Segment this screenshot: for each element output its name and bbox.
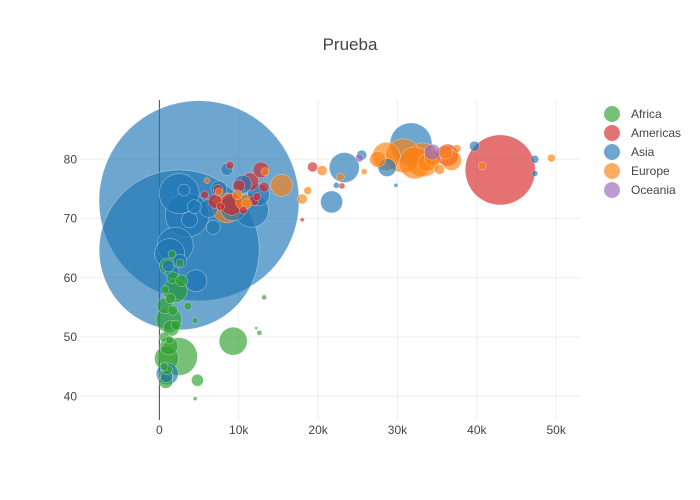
x-tick-label: 40k [467, 423, 487, 437]
axis-tick-labels: 0 10k 20k 30k 40k 50k 40 50 60 70 80 [64, 152, 567, 437]
marker-africa[interactable] [261, 294, 267, 301]
marker-europe[interactable] [316, 165, 328, 176]
legend-label: Americas [631, 126, 681, 140]
marker-europe[interactable] [296, 193, 308, 205]
x-tick-label: 50k [547, 423, 567, 437]
marker-europe[interactable] [547, 153, 556, 163]
marker-africa[interactable] [192, 396, 198, 401]
marker-africa[interactable] [175, 274, 188, 287]
marker-africa[interactable] [256, 330, 263, 336]
marker-asia[interactable] [206, 220, 221, 235]
data-markers [98, 100, 556, 401]
marker-europe[interactable] [231, 189, 243, 201]
y-tick-label: 80 [64, 152, 78, 166]
marker-americas[interactable] [258, 181, 270, 193]
marker-europe[interactable] [203, 177, 211, 184]
marker-africa[interactable] [165, 293, 176, 304]
chart-title: Prueba [323, 35, 378, 54]
marker-europe[interactable] [303, 186, 313, 195]
legend-label: Oceania [631, 183, 676, 197]
marker-asia[interactable] [184, 269, 208, 292]
legend-marker [604, 144, 620, 160]
marker-americas[interactable] [299, 217, 305, 222]
y-tick-label: 50 [64, 330, 78, 344]
x-tick-label: 30k [388, 423, 408, 437]
marker-americas[interactable] [239, 205, 248, 215]
marker-americas[interactable] [338, 182, 346, 190]
marker-africa[interactable] [254, 326, 258, 330]
marker-africa[interactable] [160, 285, 170, 294]
legend-label: Africa [631, 107, 662, 121]
marker-africa[interactable] [191, 374, 204, 387]
legend-marker [604, 106, 620, 122]
legend-marker [604, 182, 620, 198]
marker-africa[interactable] [167, 305, 179, 316]
marker-americas[interactable] [307, 161, 318, 173]
x-tick-label: 20k [308, 423, 328, 437]
marker-americas[interactable] [464, 134, 536, 206]
marker-asia[interactable] [187, 199, 202, 214]
marker-asia[interactable] [177, 183, 191, 197]
marker-americas[interactable] [252, 192, 262, 201]
marker-europe[interactable] [438, 144, 454, 160]
marker-europe[interactable] [478, 161, 487, 171]
legend[interactable]: Africa Americas Asia Europe Oceania [604, 106, 681, 198]
marker-europe[interactable] [434, 164, 445, 175]
marker-europe[interactable] [260, 167, 270, 176]
marker-africa[interactable] [165, 335, 174, 345]
legend-item-africa[interactable]: Africa [604, 106, 662, 122]
marker-oceania[interactable] [355, 153, 364, 163]
marker-africa[interactable] [218, 326, 248, 356]
marker-europe[interactable] [214, 187, 224, 197]
legend-item-europe[interactable]: Europe [604, 163, 670, 179]
marker-asia[interactable] [320, 190, 343, 214]
y-tick-label: 40 [64, 389, 78, 403]
marker-africa[interactable] [167, 249, 177, 259]
legend-item-oceania[interactable]: Oceania [604, 182, 676, 198]
x-tick-label: 0 [156, 423, 163, 437]
marker-europe[interactable] [452, 144, 462, 153]
legend-item-asia[interactable]: Asia [604, 144, 655, 160]
marker-africa[interactable] [170, 319, 182, 331]
marker-africa[interactable] [183, 301, 193, 311]
marker-americas[interactable] [225, 160, 235, 170]
legend-marker [604, 125, 620, 141]
marker-asia[interactable] [333, 182, 340, 189]
marker-oceania[interactable] [424, 143, 441, 161]
y-tick-label: 70 [64, 212, 78, 226]
marker-asia[interactable] [530, 155, 540, 164]
marker-asia[interactable] [161, 259, 175, 273]
marker-africa[interactable] [191, 317, 199, 324]
marker-europe[interactable] [360, 168, 368, 175]
marker-americas[interactable] [200, 190, 209, 200]
marker-asia[interactable] [393, 183, 399, 188]
y-tick-label: 60 [64, 271, 78, 285]
legend-label: Europe [631, 164, 670, 178]
marker-europe[interactable] [270, 174, 293, 197]
marker-americas[interactable] [216, 202, 225, 211]
marker-africa[interactable] [159, 362, 169, 371]
marker-asia[interactable] [469, 140, 480, 152]
marker-africa[interactable] [175, 258, 185, 268]
legend-marker [604, 163, 620, 179]
x-tick-label: 10k [229, 423, 249, 437]
marker-asia[interactable] [531, 170, 539, 177]
marker-asia[interactable] [181, 211, 198, 228]
legend-item-americas[interactable]: Americas [604, 125, 681, 141]
legend-label: Asia [631, 145, 655, 159]
marker-europe[interactable] [336, 172, 345, 182]
marker-europe[interactable] [369, 151, 386, 168]
